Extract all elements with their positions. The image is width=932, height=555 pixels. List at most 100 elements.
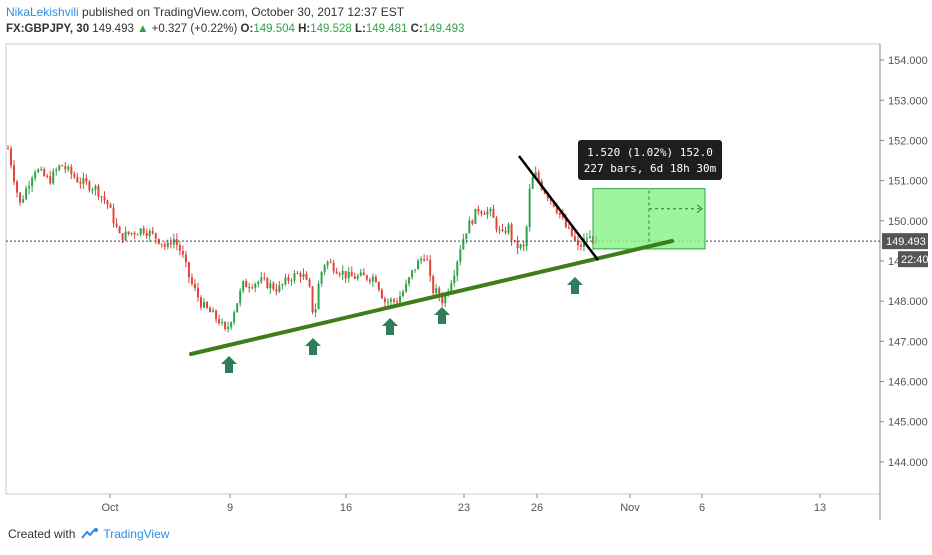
candle-body [233,312,236,323]
candle-body [106,200,109,205]
candle-body [555,206,558,213]
candle-body [558,212,561,215]
candle-body [576,240,579,246]
plot-frame [5,43,881,495]
x-tick-label: 6 [699,502,705,514]
candle-body [477,208,480,212]
candle-body [308,279,311,287]
candle-body [196,288,199,298]
candle-body [73,174,76,178]
candle-body [290,280,293,282]
y-tick-label: 147.000 [888,336,928,348]
candle-body [420,258,423,261]
candle-body [426,259,429,261]
measure-tooltip-line1: 1.520 (1.02%) 152.0 [587,146,713,159]
measure-tooltip [578,140,722,180]
candle-body [462,238,465,250]
candle-body [49,176,52,184]
candle-body [88,181,91,191]
candle-body [209,307,212,313]
candle-body [67,166,70,170]
resistance-trendline [518,155,599,261]
candle-body [142,228,145,234]
candle-body [383,298,386,303]
candle-body [456,261,459,276]
current-price-tag-text: 149.493 [886,236,926,248]
candle-body [275,289,278,292]
candle-body [495,217,498,230]
candle-body [91,189,94,191]
symbol-label[interactable]: FX:GBPJPY, 30 [6,23,90,35]
candle-body [109,204,112,208]
x-tick-label: Nov [620,502,640,514]
candle-body [55,169,58,172]
candle-body [139,228,142,235]
candle-body [97,185,100,197]
candle-body [199,297,202,308]
candle-body [525,226,528,247]
y-tick-label: 146.000 [888,377,928,389]
candle-body [468,220,471,234]
change-value: +0.327 (+0.22%) [151,23,238,35]
candle-body [43,169,46,177]
candle-body [314,309,317,313]
low-label: L: [355,23,366,35]
high-value: 149.528 [310,23,352,35]
candle-body [184,254,187,263]
candle-body [353,276,356,279]
published-text: published on TradingView.com, October 30… [82,5,405,19]
candle-body [504,230,507,233]
candle-body [227,327,230,330]
x-tick-label: 9 [227,502,233,514]
candle-body [510,224,513,241]
candle-body [103,196,106,201]
candle-body [501,229,504,231]
candle-body [151,230,154,234]
candle-body [537,172,540,181]
candle-body [254,283,257,288]
candle-body [534,172,537,178]
candle-body [266,278,269,289]
candle-body [453,275,456,284]
candle-body [187,262,190,278]
candle-body [130,232,133,234]
candle-body [573,236,576,241]
candle-body [465,233,468,239]
y-tick-label: 144.000 [888,457,928,469]
y-tick-label: 150.000 [888,216,928,228]
candle-body [522,244,525,247]
candle-body [332,262,335,272]
candle-body [459,249,462,262]
candle-body [371,276,374,282]
candle-body [236,303,239,313]
candle-body [507,224,510,233]
low-value: 149.481 [365,23,408,35]
candle-body [365,275,368,280]
candle-body [320,272,323,284]
candle-body [438,288,441,297]
candle-body [399,296,401,303]
candle-body [16,181,19,193]
candle-body [148,230,151,237]
candle-body [402,291,405,297]
candle-body [519,244,522,249]
open-value: 149.504 [253,23,295,35]
candle-body [392,299,395,302]
y-tick-label: 145.000 [888,417,928,429]
candle-body [82,178,85,184]
candle-body [193,283,196,289]
tradingview-brand[interactable]: TradingView [81,527,169,541]
candle-body [299,273,302,278]
candle-body [471,220,474,224]
support-trendline [189,239,674,356]
candle-body [344,270,347,279]
candle-body [483,213,486,215]
author-link[interactable]: NikaLekishvili [6,5,79,19]
candle-body [251,287,254,289]
candle-body [221,322,224,324]
candle-body [260,277,263,282]
candle-body [489,208,492,212]
candle-body [46,176,49,178]
